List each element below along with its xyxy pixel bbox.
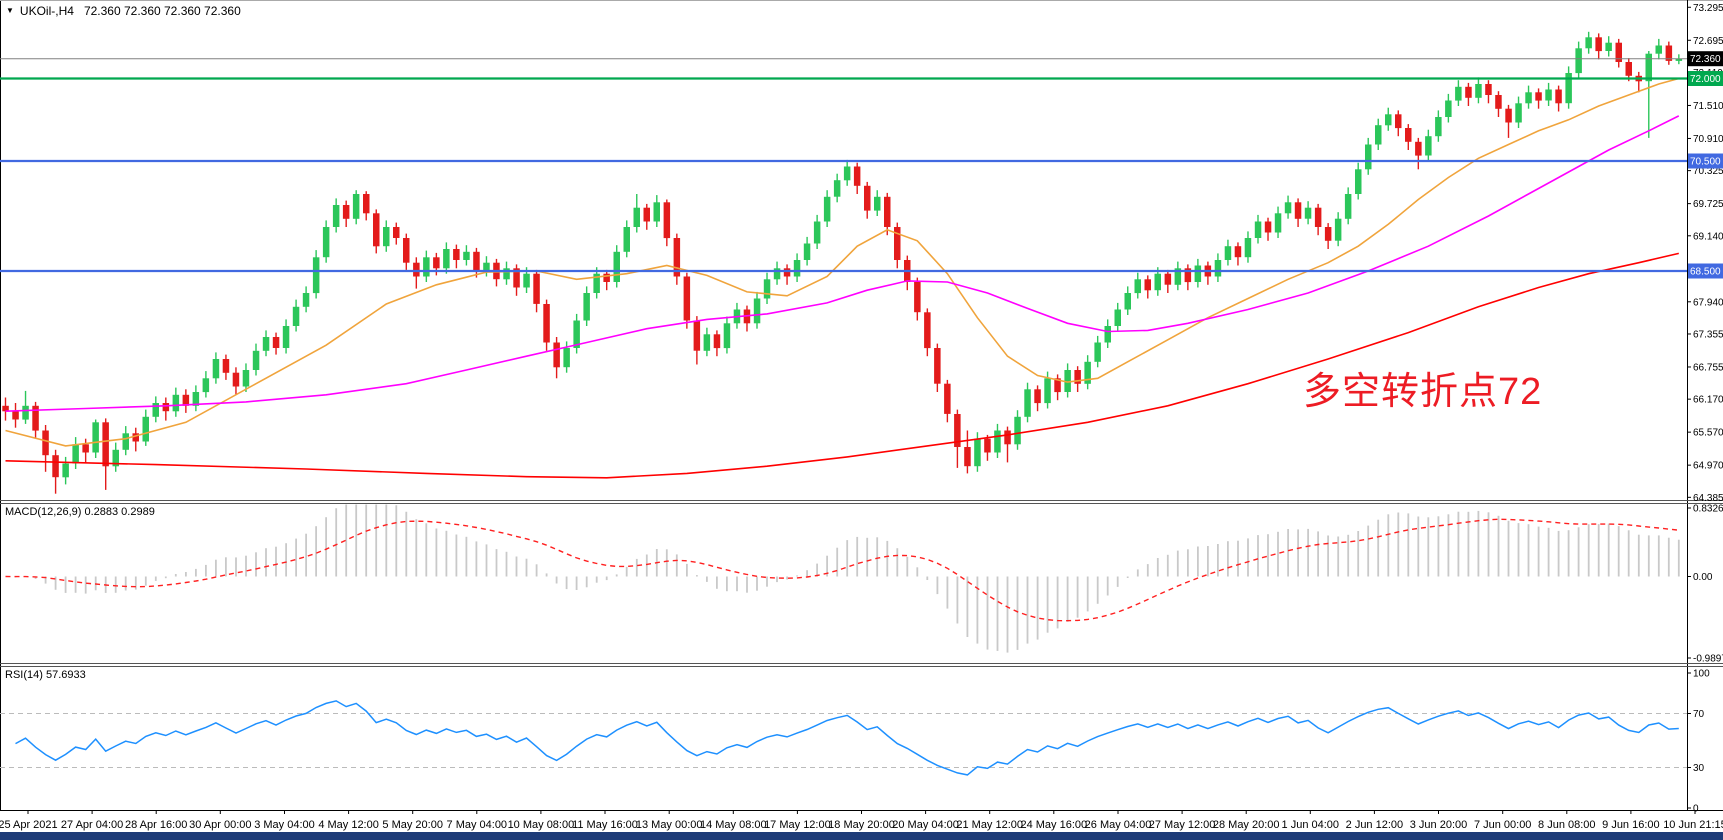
svg-text:30: 30 (1693, 763, 1705, 774)
svg-text:0.8326: 0.8326 (1693, 504, 1723, 515)
svg-text:28 May 20:00: 28 May 20:00 (1213, 819, 1280, 831)
svg-text:70.910: 70.910 (1693, 134, 1723, 145)
svg-text:27 Apr 04:00: 27 Apr 04:00 (61, 819, 123, 831)
svg-text:10 Jun 21:15: 10 Jun 21:15 (1663, 819, 1723, 831)
svg-text:69.725: 69.725 (1693, 199, 1723, 210)
svg-text:72.360: 72.360 (1690, 54, 1721, 65)
svg-text:70.325: 70.325 (1693, 166, 1723, 177)
svg-text:8 Jun 08:00: 8 Jun 08:00 (1538, 819, 1596, 831)
chart-frame (0, 0, 1723, 811)
svg-text:27 May 12:00: 27 May 12:00 (1149, 819, 1216, 831)
svg-text:25 Apr 2021: 25 Apr 2021 (0, 819, 58, 831)
svg-text:1 Jun 04:00: 1 Jun 04:00 (1282, 819, 1340, 831)
svg-text:7 Jun 00:00: 7 Jun 00:00 (1474, 819, 1532, 831)
symbol-header: ▼ UKOil-,H4 72.360 72.360 72.360 72.360 (6, 4, 241, 18)
annotation-text: 多空转折点72 (1303, 371, 1543, 413)
candlestick-series (2, 31, 1683, 494)
macd-signal-line (5, 518, 1679, 622)
svg-text:21 May 12:00: 21 May 12:00 (956, 819, 1023, 831)
svg-text:28 Apr 16:00: 28 Apr 16:00 (125, 819, 187, 831)
ma-slow-red (5, 252, 1679, 479)
svg-text:24 May 16:00: 24 May 16:00 (1020, 819, 1087, 831)
rsi-line (15, 700, 1679, 776)
svg-text:100: 100 (1693, 669, 1710, 680)
svg-text:2 Jun 12:00: 2 Jun 12:00 (1346, 819, 1404, 831)
window-bottom-bar (0, 832, 1723, 840)
chevron-down-icon[interactable]: ▼ (6, 6, 14, 15)
price-level-lines (0, 58, 1687, 273)
svg-text:64.385: 64.385 (1693, 493, 1723, 504)
svg-text:11 May 16:00: 11 May 16:00 (572, 819, 638, 831)
svg-text:66.170: 66.170 (1693, 395, 1723, 406)
rsi-label: RSI(14) 57.6933 (5, 669, 86, 681)
svg-text:66.755: 66.755 (1693, 362, 1723, 373)
svg-text:70: 70 (1693, 709, 1705, 720)
macd-pane: 0.8326 0.00 -0.9897 (5, 504, 1723, 665)
svg-text:73.295: 73.295 (1693, 3, 1723, 14)
price-level-boxes: 72.360 72.000 70.500 68.500 0.8326 0.00 -0.989… (0, 51, 1723, 831)
symbol-label: UKOil-,H4 (19, 4, 74, 18)
svg-text:70.500: 70.500 (1690, 157, 1721, 168)
price-axis[interactable]: 73.29572.69572.11071.51070.91070.32569.7… (1687, 3, 1723, 504)
svg-text:14 May 08:00: 14 May 08:00 (700, 819, 767, 831)
time-axis[interactable]: 25 Apr 2021 27 Apr 04:00 28 Apr 16:00 30 Ap… (0, 810, 1723, 831)
svg-text:67.940: 67.940 (1693, 297, 1723, 308)
svg-text:3 May 04:00: 3 May 04:00 (254, 819, 315, 831)
svg-text:20 May 04:00: 20 May 04:00 (892, 819, 959, 831)
svg-text:71.510: 71.510 (1693, 101, 1723, 112)
svg-text:9 Jun 16:00: 9 Jun 16:00 (1602, 819, 1660, 831)
rsi-pane: 100 70 30 0 (0, 669, 1710, 815)
svg-text:26 May 04:00: 26 May 04:00 (1085, 819, 1152, 831)
svg-text:13 May 00:00: 13 May 00:00 (636, 819, 703, 831)
svg-text:72.695: 72.695 (1693, 36, 1723, 47)
svg-text:5 May 20:00: 5 May 20:00 (382, 819, 443, 831)
svg-text:72.000: 72.000 (1690, 74, 1721, 85)
svg-text:4 May 12:00: 4 May 12:00 (318, 819, 379, 831)
svg-text:64.970: 64.970 (1693, 461, 1723, 472)
ma-mid-magenta (5, 115, 1680, 412)
svg-text:30 Apr 00:00: 30 Apr 00:00 (189, 819, 251, 831)
svg-text:65.570: 65.570 (1693, 428, 1723, 439)
svg-text:0.00: 0.00 (1693, 572, 1713, 583)
svg-text:18 May 20:00: 18 May 20:00 (828, 819, 895, 831)
svg-text:10 May 08:00: 10 May 08:00 (508, 819, 575, 831)
svg-text:69.140: 69.140 (1693, 231, 1723, 242)
svg-text:17 May 12:00: 17 May 12:00 (764, 819, 831, 831)
svg-text:3 Jun 20:00: 3 Jun 20:00 (1410, 819, 1468, 831)
svg-text:0: 0 (1693, 804, 1699, 815)
svg-text:-0.9897: -0.9897 (1693, 654, 1723, 665)
svg-text:68.500: 68.500 (1690, 267, 1721, 278)
symbol-ohlc-values: 72.360 72.360 72.360 72.360 (83, 4, 241, 18)
svg-text:7 May 04:00: 7 May 04:00 (447, 819, 508, 831)
macd-label: MACD(12,26,9) 0.2883 0.2989 (5, 506, 155, 518)
svg-text:67.355: 67.355 (1693, 329, 1723, 340)
